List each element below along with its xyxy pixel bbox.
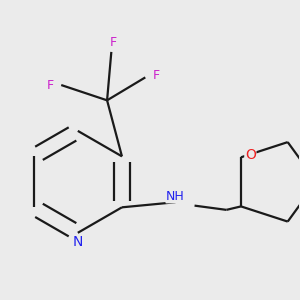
Text: O: O	[245, 148, 256, 162]
Text: F: F	[110, 36, 117, 49]
Text: F: F	[47, 79, 54, 92]
Text: NH: NH	[166, 190, 185, 203]
Text: F: F	[152, 69, 160, 82]
Text: N: N	[73, 235, 83, 249]
